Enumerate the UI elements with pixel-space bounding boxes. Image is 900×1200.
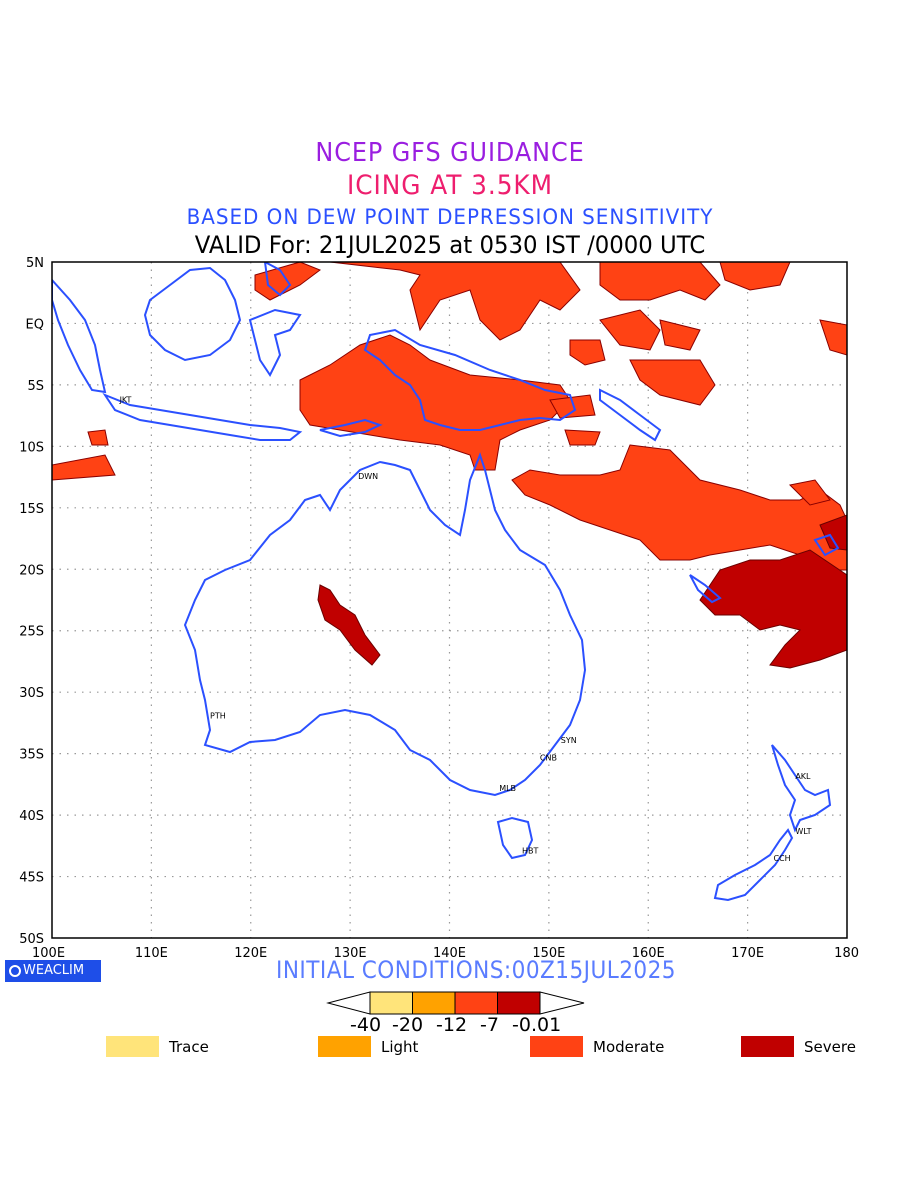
icing-area-moderate: [329, 262, 581, 341]
longitude-labels: 100E 110E 120E 130E 140E 150E 160E 170E 180: [32, 946, 859, 961]
lon-label: 100E: [32, 946, 65, 961]
icing-area-moderate: [659, 319, 701, 351]
coastline-mindanao: [263, 262, 292, 297]
icing-area-moderate: [719, 262, 791, 291]
lat-label: 5S: [27, 379, 44, 394]
coastline-nz-north: [771, 744, 832, 833]
icing-area-moderate: [52, 454, 116, 481]
title-line-2: ICING AT 3.5KM: [347, 170, 553, 201]
lon-label: 140E: [433, 946, 466, 961]
icing-area-moderate: [549, 394, 596, 419]
coastline-nz-south: [713, 828, 794, 902]
icing-areas: [52, 262, 847, 669]
coastline-new-caledonia: [689, 574, 722, 604]
coastlines: [52, 262, 840, 902]
lat-label: 5N: [26, 256, 44, 271]
icing-area-moderate: [629, 359, 716, 406]
icing-area-moderate: [599, 262, 721, 301]
coastline-new-guinea: [363, 328, 577, 431]
lat-label: 40S: [19, 809, 44, 824]
legend-swatch: [741, 1036, 794, 1057]
lat-label: 25S: [19, 625, 44, 640]
legend-swatch: [318, 1036, 371, 1057]
lat-label: 50S: [19, 932, 44, 947]
title-line-3: BASED ON DEW POINT DEPRESSION SENSITIVIT…: [186, 205, 714, 229]
lon-label: 180: [834, 946, 859, 961]
lon-label: 110E: [135, 946, 168, 961]
lat-label: 20S: [19, 563, 44, 578]
lon-label: 120E: [234, 946, 267, 961]
lon-label: 150E: [532, 946, 565, 961]
city-label: PTH: [210, 712, 226, 721]
icing-area-moderate: [599, 309, 661, 351]
colorbar-value: -40: [350, 1014, 382, 1036]
coastline-java: [102, 392, 303, 441]
latitude-labels: 5N EQ 5S 10S 15S 20S 25S 30S 35S 40S 45S 50S: [19, 256, 44, 947]
coastline-fiji: [813, 533, 840, 557]
coastline-solomons: [599, 388, 662, 442]
logo-mark-icon: [9, 965, 21, 977]
logo-text: WEACLIM: [23, 963, 85, 978]
coastline-tasmania: [496, 816, 534, 860]
colorbar-value: -0.01: [512, 1014, 562, 1036]
city-label: CCH: [773, 854, 790, 863]
colorbar-value: -12: [436, 1014, 468, 1036]
lat-label: 30S: [19, 686, 44, 701]
icing-area-moderate: [299, 334, 571, 471]
lon-label: 160E: [632, 946, 665, 961]
icing-area-moderate: [511, 444, 847, 571]
coastline-timor: [319, 418, 383, 438]
legend-label: Light: [381, 1038, 419, 1056]
icing-area-moderate: [788, 479, 831, 506]
colorbar-value: -7: [480, 1014, 499, 1036]
city-label: HBT: [522, 847, 539, 856]
city-label: SYN: [561, 736, 577, 745]
icing-area-severe: [317, 584, 381, 666]
colorbar-value: -20: [392, 1014, 424, 1036]
city-label: CNB: [540, 753, 557, 762]
coastline-sumatra: [52, 278, 107, 394]
lon-label: 170E: [731, 946, 764, 961]
icing-area-severe: [819, 514, 847, 551]
legend-label: Severe: [804, 1038, 856, 1056]
icing-area-moderate: [87, 429, 109, 446]
map-frame: [51, 261, 848, 939]
city-label: AKL: [795, 772, 811, 781]
lon-label: 130E: [334, 946, 367, 961]
coastline-borneo: [143, 266, 242, 362]
icing-area-moderate: [819, 319, 847, 356]
lat-label: 45S: [19, 871, 44, 886]
icing-area-moderate: [564, 429, 601, 446]
legend-swatch: [530, 1036, 583, 1057]
icing-area-moderate: [569, 339, 606, 366]
title-line-1: NCEP GFS GUIDANCE: [315, 138, 585, 168]
initial-conditions: INITIAL CONDITIONS:00Z15JUL2025: [276, 956, 677, 984]
icing-area-severe: [699, 549, 847, 669]
city-label: MLB: [499, 784, 516, 793]
city-label: WLT: [795, 827, 811, 836]
valid-time-title: VALID For: 21JUL2025 at 0530 IST /0000 U…: [194, 231, 706, 259]
lat-label: EQ: [26, 317, 44, 332]
lat-label: 10S: [19, 440, 44, 455]
legend-label: Moderate: [593, 1038, 665, 1056]
lat-label: 35S: [19, 748, 44, 763]
coastline-australia: [183, 452, 587, 797]
coastline-sulawesi: [248, 308, 302, 377]
city-labels: JKT DWN PTH SYN CNB MLB HBT AKL WLT CCH: [119, 396, 812, 863]
weaclim-logo: WEACLIM: [5, 960, 101, 982]
lat-label: 15S: [19, 502, 44, 517]
legend-swatch: [106, 1036, 159, 1057]
legend-label: Trace: [169, 1038, 209, 1056]
city-label: DWN: [358, 472, 378, 481]
city-label: JKT: [119, 396, 132, 405]
